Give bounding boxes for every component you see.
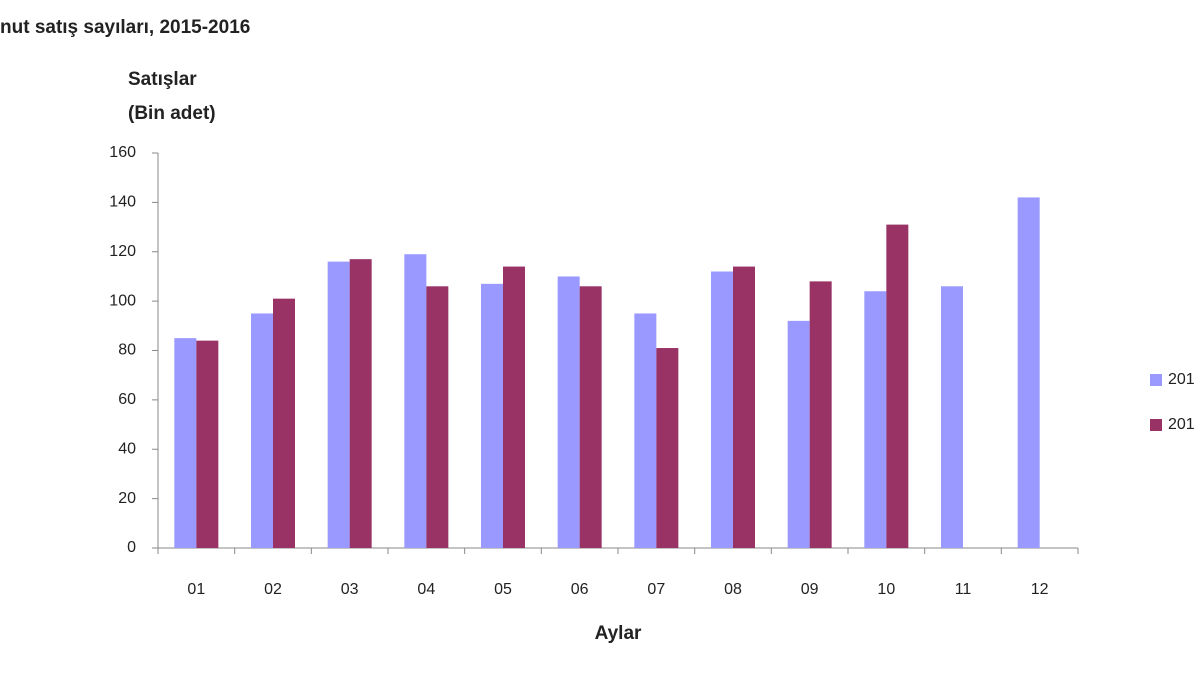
bar [1017,197,1040,548]
legend-label: 201 [1168,371,1195,388]
x-tick-label: 06 [571,581,589,598]
y-tick-label: 140 [109,194,136,211]
legend-label: 201 [1168,416,1195,433]
x-tick-label: 05 [494,581,512,598]
bar [273,298,295,548]
x-tick-label: 11 [955,581,972,598]
bar [426,286,449,548]
bar [503,266,525,548]
bar [634,313,657,548]
bar [349,259,372,548]
x-tick-label: 10 [877,581,895,598]
y-tick-label: 60 [118,391,136,408]
bar [404,254,427,548]
y-axis-label: Satışlar [128,69,197,90]
bar [941,286,963,548]
bar [656,348,679,548]
bar [251,313,273,548]
x-tick-label: 02 [264,581,282,598]
x-tick-label: 09 [801,581,819,598]
bar [787,320,810,548]
y-tick-label: 160 [109,144,136,161]
x-tick-label: 12 [1031,581,1049,598]
x-tick-label: 01 [187,581,205,598]
bar [809,281,832,548]
x-tick-label: 08 [724,581,742,598]
x-tick-label: 04 [417,581,435,598]
y-tick-label: 120 [109,243,136,260]
x-tick-label: 03 [341,581,359,598]
bar [711,271,733,548]
bar [174,338,197,548]
legend-swatch [1150,374,1162,386]
bar [886,224,909,548]
bar [579,286,602,548]
y-tick-label: 0 [127,539,136,556]
bar [557,276,580,548]
bar [733,266,755,548]
y-tick-label: 40 [118,440,136,457]
y-tick-label: 100 [109,292,136,309]
y-tick-label: 80 [118,342,136,359]
bar [481,283,503,548]
chart-title: nut satış sayıları, 2015-2016 [0,17,250,38]
legend-swatch [1150,419,1162,431]
y-axis-label: (Bin adet) [128,103,216,124]
y-tick-label: 20 [118,490,136,507]
bar [864,291,887,548]
x-tick-label: 07 [647,581,665,598]
bar [196,340,219,548]
bar [327,261,350,548]
x-axis-label: Aylar [595,623,642,644]
